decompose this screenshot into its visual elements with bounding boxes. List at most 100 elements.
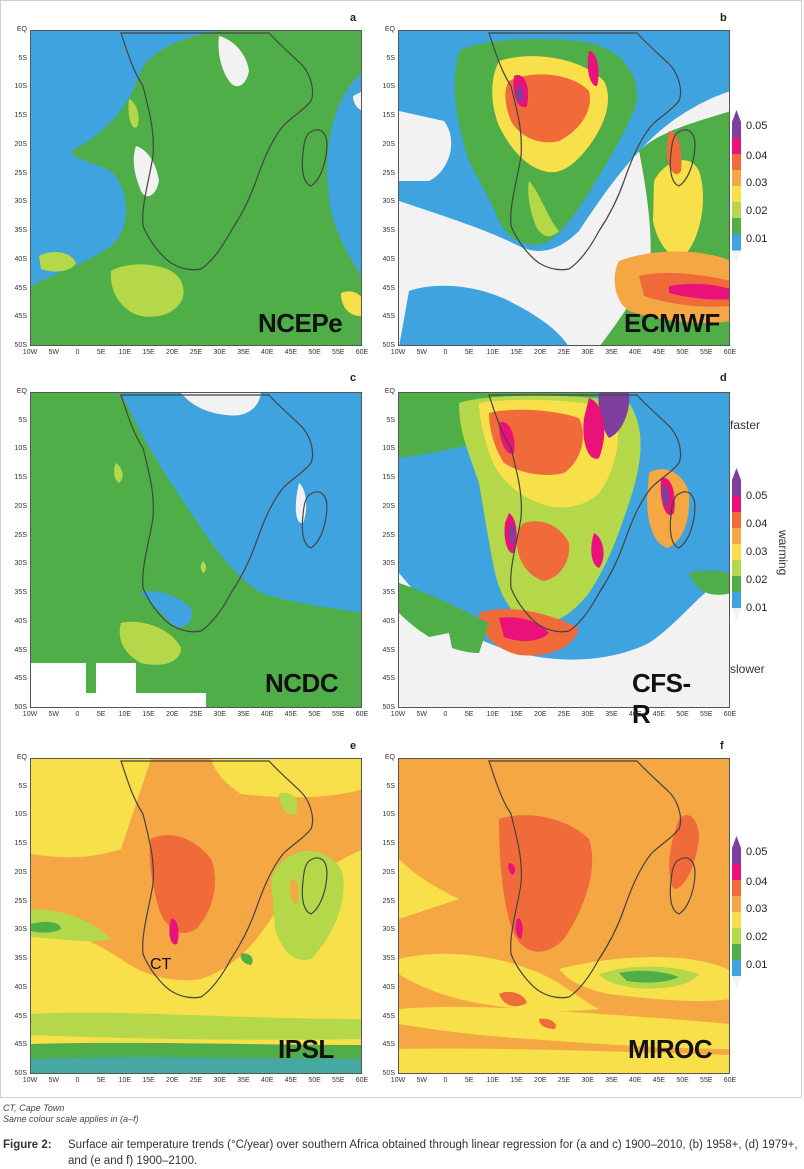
longitude-tick-label: 20E	[166, 711, 179, 718]
scale-swatch	[732, 122, 741, 138]
longitude-tick-label: 40E	[628, 1077, 642, 1084]
latitude-tick-label: 35S	[14, 955, 27, 963]
latitude-tick-label: 45S	[14, 284, 27, 292]
longitude-tick-label: 45E	[284, 1077, 298, 1084]
panel-letter: b	[720, 12, 727, 24]
longitude-tick-label: 45E	[652, 711, 666, 718]
longitude-tick-label: 5E	[464, 1077, 474, 1084]
latitude-tick-label: 10S	[14, 83, 27, 91]
scale-swatch	[732, 960, 741, 976]
latitude-tick-label: 45S	[14, 675, 27, 683]
scale-label: 0.01	[746, 602, 768, 614]
faster-label: faster	[730, 418, 761, 432]
scale-swatch	[732, 202, 741, 218]
model-name: NCEPe	[258, 308, 343, 338]
longitude-tick-label: 60E	[355, 349, 369, 356]
longitude-tick-label: 35E	[237, 1077, 250, 1084]
panel-letter: e	[350, 740, 357, 752]
colour-scale-d: 0.05 0.04 0.03 0.02 0.01	[732, 468, 792, 643]
longitude-tick-label: 20E	[166, 349, 179, 356]
longitude-tick-label: 35E	[237, 711, 250, 718]
scale-label: 0.01	[746, 959, 768, 971]
latitude-tick-label: EQ	[384, 754, 395, 761]
colour-scale-b: 0.05 0.04 0.03 0.02 0.01	[732, 110, 792, 285]
latitude-tick-label: 10S	[382, 83, 395, 91]
latitude-tick-label: EQ	[16, 754, 27, 761]
map-plot	[30, 392, 362, 708]
longitude-tick-label: 10E	[486, 349, 500, 356]
latitude-tick-label: 40S	[14, 255, 27, 263]
scale-arrow-top	[732, 110, 741, 122]
latitude-tick-label: 15S	[382, 112, 395, 120]
longitude-tick-label: 60E	[723, 711, 737, 718]
longitude-tick-label: 5E	[464, 349, 474, 356]
note-line: Same colour scale applies in (a–f)	[3, 1114, 139, 1124]
scale-swatch	[732, 170, 741, 186]
scale-label: 0.04	[746, 518, 768, 530]
scale-swatch	[732, 880, 741, 896]
longitude-tick-label: 10W	[22, 1077, 38, 1084]
longitude-tick-label: 50E	[676, 1077, 689, 1084]
scale-swatch	[732, 234, 741, 250]
scale-label: 0.05	[746, 120, 768, 132]
scale-swatch	[732, 912, 741, 928]
latitude-tick-label: 15S	[14, 474, 27, 482]
map-plot	[398, 392, 730, 708]
model-name: NCDC	[265, 668, 339, 698]
longitude-tick-label: 25E	[557, 1077, 571, 1084]
longitude-tick-label: 15E	[142, 349, 155, 356]
longitude-tick-label: 5E	[96, 1077, 106, 1084]
latitude-tick-label: 50S	[14, 342, 27, 349]
longitude-tick-label: 50E	[308, 349, 321, 356]
longitude-tick-label: 60E	[723, 349, 737, 356]
latitude-tick-label: 5S	[386, 54, 395, 62]
longitude-tick-label: 0	[443, 349, 448, 356]
longitude-tick-label: 40E	[628, 711, 642, 718]
scale-swatch	[732, 848, 741, 864]
latitude-tick-label: 20S	[382, 140, 395, 148]
longitude-tick-label: 50E	[308, 711, 321, 718]
latitude-tick-label: 25S	[382, 169, 395, 177]
scale-label: 0.01	[746, 233, 768, 245]
warming-label: warming	[776, 530, 790, 576]
latitude-tick-label: 25S	[14, 897, 27, 905]
longitude-tick-label: 55E	[332, 349, 345, 356]
scale-label: 0.03	[746, 177, 768, 189]
longitude-tick-label: 25E	[189, 1077, 203, 1084]
longitude-tick-label: 5E	[96, 349, 106, 356]
scale-arrow-top	[732, 836, 741, 848]
scale-arrow-bottom	[732, 250, 741, 262]
scale-label: 0.02	[746, 574, 768, 586]
latitude-tick-label: 25S	[14, 531, 27, 539]
longitude-tick-label: 0	[75, 1077, 80, 1084]
latitude-tick-label: 50S	[14, 1070, 27, 1077]
latitude-tick-label: 5S	[18, 416, 27, 424]
longitude-tick-label: 55E	[332, 1077, 345, 1084]
longitude-tick-label: 15E	[510, 1077, 523, 1084]
latitude-tick-label: 5S	[18, 54, 27, 62]
scale-label: 0.02	[746, 931, 768, 943]
longitude-tick-label: 20E	[534, 711, 547, 718]
longitude-tick-label: 40E	[260, 1077, 274, 1084]
scale-swatch	[732, 544, 741, 560]
longitude-tick-label: 0	[443, 711, 448, 718]
longitude-tick-label: 55E	[700, 711, 713, 718]
panel-letter: f	[720, 740, 724, 752]
latitude-tick-label: EQ	[16, 388, 27, 395]
latitude-tick-label: 45S	[14, 646, 27, 654]
scale-swatch	[732, 928, 741, 944]
scale-swatch	[732, 186, 741, 202]
latitude-tick-label: 35S	[382, 589, 395, 597]
longitude-tick-label: 5W	[416, 349, 427, 356]
scale-swatch	[732, 138, 741, 154]
latitude-tick-label: 15S	[14, 112, 27, 120]
latitude-tick-label: 40S	[382, 255, 395, 263]
model-name: IPSL	[278, 1034, 334, 1064]
longitude-tick-label: 5E	[96, 711, 106, 718]
longitude-tick-label: 30E	[213, 711, 226, 718]
map-plot	[398, 758, 730, 1074]
latitude-tick-label: 20S	[14, 868, 27, 876]
longitude-tick-label: 35E	[237, 349, 250, 356]
latitude-tick-label: 50S	[382, 342, 395, 349]
map-plot	[30, 30, 362, 346]
